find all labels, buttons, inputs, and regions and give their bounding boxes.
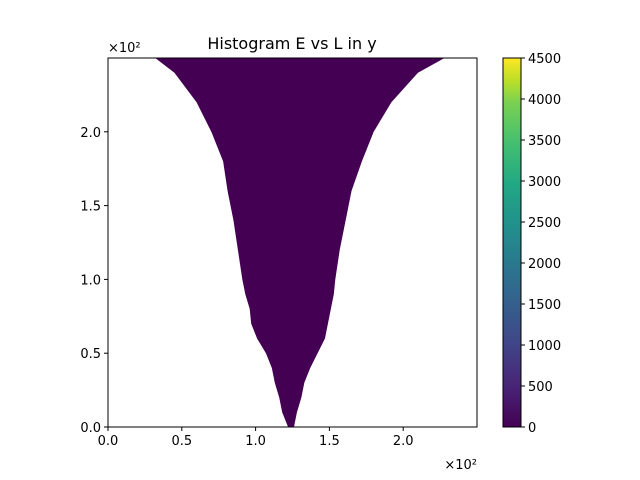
colorbar-tick-label: 4500 xyxy=(528,52,561,67)
y-tick-label: 1.0 xyxy=(80,273,101,288)
colorbar-frame xyxy=(502,57,522,428)
colorbar-tick-label: 0 xyxy=(528,421,536,436)
x-tick-label: 1.5 xyxy=(319,434,340,449)
colorbar-tick-label: 2500 xyxy=(528,216,561,231)
colorbar-tick-label: 2000 xyxy=(528,257,561,272)
axes-frame xyxy=(107,57,478,428)
x-tick-label: 0.0 xyxy=(98,434,119,449)
chart-title: Histogram E vs L in y xyxy=(207,34,376,53)
x-tick-label: 1.0 xyxy=(245,434,266,449)
colorbar-ticks: 0 500 1000 1500 2000 2500 3000 3500 4000 4500 xyxy=(521,52,561,436)
y-axis-ticks: 0.0 0.5 1.0 1.5 2.0 xyxy=(80,126,108,436)
histogram-filled-region xyxy=(155,58,445,427)
x-tick-label: 0.5 xyxy=(171,434,192,449)
colorbar-tick-label: 500 xyxy=(528,380,553,395)
y-tick-label: 2.0 xyxy=(80,126,101,141)
colorbar-tick-label: 1000 xyxy=(528,339,561,354)
colorbar-gradient xyxy=(503,58,521,427)
y-tick-label: 0.0 xyxy=(80,421,101,436)
plot-area xyxy=(107,57,478,428)
y-offset-label: ×10² xyxy=(108,41,141,56)
colorbar: 0 500 1000 1500 2000 2500 3000 3500 4000 4500 xyxy=(502,52,561,436)
x-tick-label: 2.0 xyxy=(393,434,414,449)
y-tick-label: 0.5 xyxy=(80,347,101,362)
colorbar-tick-label: 3500 xyxy=(528,134,561,149)
colorbar-tick-label: 3000 xyxy=(528,175,561,190)
colorbar-tick-label: 1500 xyxy=(528,298,561,313)
x-offset-label: ×10² xyxy=(444,458,477,473)
colorbar-tick-label: 4000 xyxy=(528,93,561,108)
x-axis-ticks: 0.0 0.5 1.0 1.5 2.0 xyxy=(98,427,414,449)
y-tick-label: 1.5 xyxy=(80,200,101,215)
